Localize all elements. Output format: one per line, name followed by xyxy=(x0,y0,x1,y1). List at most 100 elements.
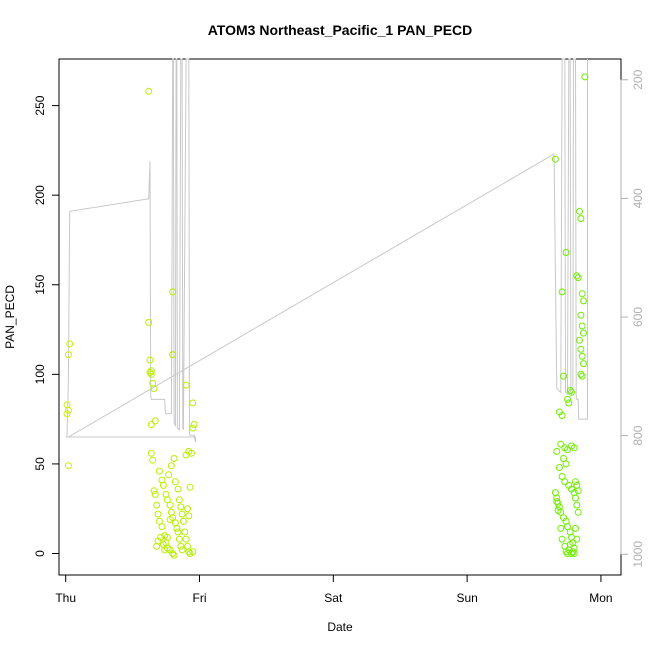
data-point xyxy=(577,370,585,378)
data-point xyxy=(580,297,587,305)
secondary-y-axis: 200 400 600 800 1000 xyxy=(620,69,645,568)
data-point xyxy=(573,535,581,543)
data-point xyxy=(145,87,153,95)
data-point xyxy=(578,352,586,360)
data-point xyxy=(175,496,183,504)
data-point xyxy=(166,501,174,509)
x-tick-label: Mon xyxy=(589,591,612,605)
data-point xyxy=(161,546,169,554)
data-point xyxy=(146,356,154,364)
data-point xyxy=(66,340,74,348)
data-point xyxy=(150,487,158,495)
data-point xyxy=(153,501,161,509)
data-point xyxy=(572,478,579,486)
data-point xyxy=(165,471,173,479)
data-point xyxy=(564,523,571,531)
data-point xyxy=(572,494,579,502)
data-point xyxy=(166,516,174,523)
data-point xyxy=(179,517,187,525)
data-point xyxy=(188,449,195,457)
data-point xyxy=(560,372,567,380)
data-point xyxy=(562,249,570,256)
data-point xyxy=(580,329,587,337)
data-point xyxy=(564,446,571,454)
data-point xyxy=(170,455,178,462)
data-point xyxy=(186,483,194,491)
data-point xyxy=(580,360,587,368)
x-tick-label: Thu xyxy=(55,591,76,605)
data-point xyxy=(577,345,585,353)
data-point xyxy=(158,523,166,531)
data-point xyxy=(174,485,182,493)
x-tick-label: Fri xyxy=(193,591,207,605)
data-point xyxy=(570,550,578,557)
data-point xyxy=(565,399,573,407)
y-tick-label: 150 xyxy=(33,274,47,294)
data-point xyxy=(554,499,562,507)
data-point xyxy=(573,501,581,509)
line-series xyxy=(65,58,588,443)
data-point xyxy=(569,548,577,556)
data-point xyxy=(558,535,566,543)
chart-title: ATOM3 Northeast_Pacific_1 PAN_PECD xyxy=(208,22,473,38)
data-point xyxy=(170,551,178,559)
data-point xyxy=(185,512,193,520)
data-point xyxy=(182,535,190,543)
data-point xyxy=(572,524,579,532)
data-point xyxy=(564,395,571,403)
y-tick-label: 100 xyxy=(33,364,47,384)
data-point xyxy=(557,524,565,532)
data-point xyxy=(163,496,171,504)
data-point xyxy=(151,417,159,425)
y-tick-label: 250 xyxy=(33,95,47,115)
data-point xyxy=(147,421,155,428)
data-point xyxy=(551,155,559,163)
data-point xyxy=(177,542,185,550)
data-point xyxy=(185,548,193,556)
data-point xyxy=(145,318,153,326)
data-point xyxy=(574,487,582,495)
data-point xyxy=(189,548,197,556)
data-point xyxy=(169,288,177,296)
data-point xyxy=(189,399,197,407)
data-point xyxy=(557,440,565,448)
data-point xyxy=(175,535,183,543)
data-point xyxy=(163,533,171,541)
data-point xyxy=(570,444,578,452)
line-path xyxy=(65,58,588,443)
data-point xyxy=(573,272,581,280)
y-axis: 0 50 100 150 200 250 xyxy=(33,95,60,557)
data-point xyxy=(64,406,72,414)
data-point xyxy=(146,369,154,376)
y-tick-label: 0 xyxy=(33,550,47,557)
data-point xyxy=(574,508,582,516)
data-point xyxy=(171,478,179,486)
data-point xyxy=(159,481,167,489)
data-point xyxy=(574,274,582,282)
data-point xyxy=(553,498,561,505)
data-point xyxy=(581,73,589,81)
data-point xyxy=(560,455,567,462)
data-point xyxy=(566,387,574,394)
y-tick-label: 200 xyxy=(33,185,47,205)
data-point xyxy=(154,510,162,518)
plot-frame xyxy=(58,58,622,576)
data-point xyxy=(174,528,182,536)
data-point xyxy=(155,467,163,475)
data-point xyxy=(576,336,583,344)
data-point xyxy=(184,505,191,513)
data-point xyxy=(190,421,198,428)
data-point xyxy=(568,388,575,396)
data-point xyxy=(178,546,186,554)
data-point xyxy=(147,370,155,378)
data-point xyxy=(576,207,583,215)
data-point xyxy=(150,385,158,393)
data-point xyxy=(566,541,574,548)
data-point xyxy=(64,351,72,359)
data-point xyxy=(173,524,181,532)
data-point xyxy=(149,456,157,464)
secondary-tick-label: 400 xyxy=(631,188,645,208)
data-point xyxy=(178,510,186,518)
data-point xyxy=(147,449,155,457)
